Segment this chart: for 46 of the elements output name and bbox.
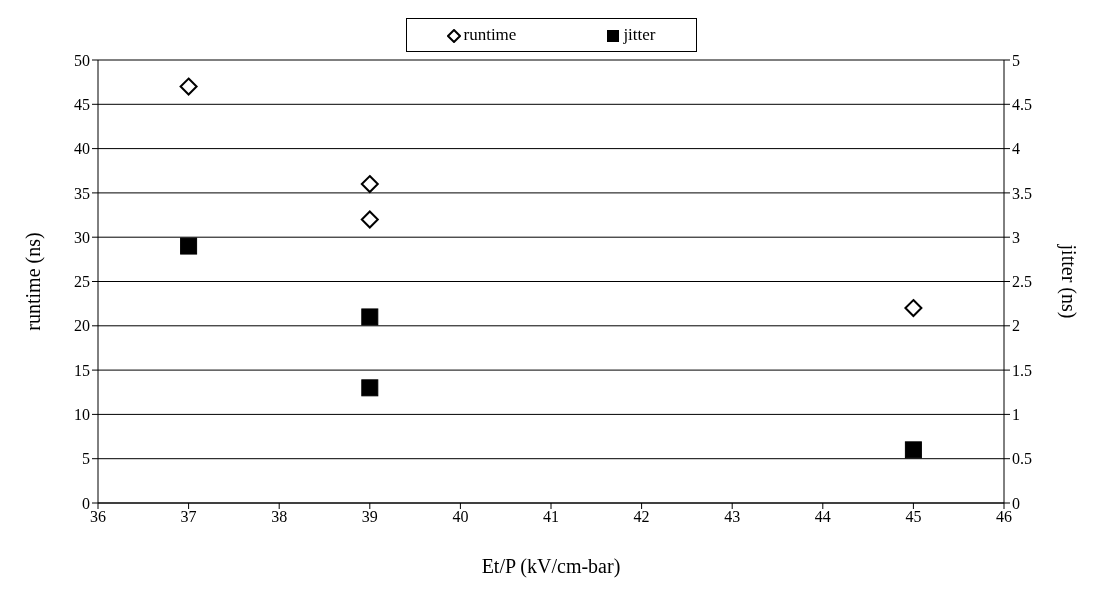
legend-label: jitter <box>622 25 656 45</box>
point <box>179 77 198 96</box>
x-tick-label: 46 <box>996 508 1012 526</box>
point <box>360 210 379 229</box>
x-tick-label: 40 <box>452 508 469 526</box>
x-tick-label: 43 <box>724 508 741 526</box>
point <box>361 379 379 397</box>
point <box>180 237 198 255</box>
point <box>904 299 923 318</box>
y2-tick-label: 4.5 <box>1012 95 1032 113</box>
y-tick-label: 15 <box>74 361 90 379</box>
x-tick-label: 39 <box>361 508 378 526</box>
y-tick-label: 40 <box>74 140 90 158</box>
y2-tick-label: 3 <box>1012 228 1020 246</box>
y2-tick-label: 1 <box>1012 406 1020 424</box>
point <box>904 441 922 459</box>
point <box>361 308 379 326</box>
legend-label: runtime <box>462 25 517 45</box>
y-tick-label: 45 <box>74 95 90 113</box>
y2-tick-label: 2 <box>1012 317 1020 335</box>
x-tick-label: 42 <box>633 508 650 526</box>
x-tick-label: 37 <box>180 508 197 526</box>
y-tick-label: 0 <box>82 494 90 512</box>
y-tick-label: 25 <box>74 273 90 291</box>
y-tick-label: 10 <box>74 406 90 424</box>
y-tick-label: 5 <box>82 450 90 468</box>
y2-tick-label: 0 <box>1012 494 1020 512</box>
y-tick-label: 50 <box>74 51 90 69</box>
point <box>360 175 379 194</box>
x-tick-label: 41 <box>543 508 559 526</box>
x-tick-label: 36 <box>90 508 106 526</box>
x-tick-label: 44 <box>814 508 831 526</box>
y2-tick-label: 3.5 <box>1012 184 1032 202</box>
y-axis-title: runtime (ns) <box>22 232 46 331</box>
y2-tick-label: 0.5 <box>1012 450 1032 468</box>
y2-tick-label: 4 <box>1012 140 1020 158</box>
y-tick-label: 30 <box>74 228 90 246</box>
y2-tick-label: 2.5 <box>1012 273 1032 291</box>
x-axis-title: Et/P (kV/cm-bar) <box>481 555 621 578</box>
y2-tick-label: 1.5 <box>1012 361 1032 379</box>
x-tick-label: 45 <box>905 508 922 526</box>
x-tick-label: 38 <box>271 508 288 526</box>
y2-axis-title: jitter (ns) <box>1056 243 1080 319</box>
y-tick-label: 20 <box>74 317 90 335</box>
y2-tick-label: 5 <box>1012 51 1020 69</box>
y-tick-label: 35 <box>74 184 90 202</box>
